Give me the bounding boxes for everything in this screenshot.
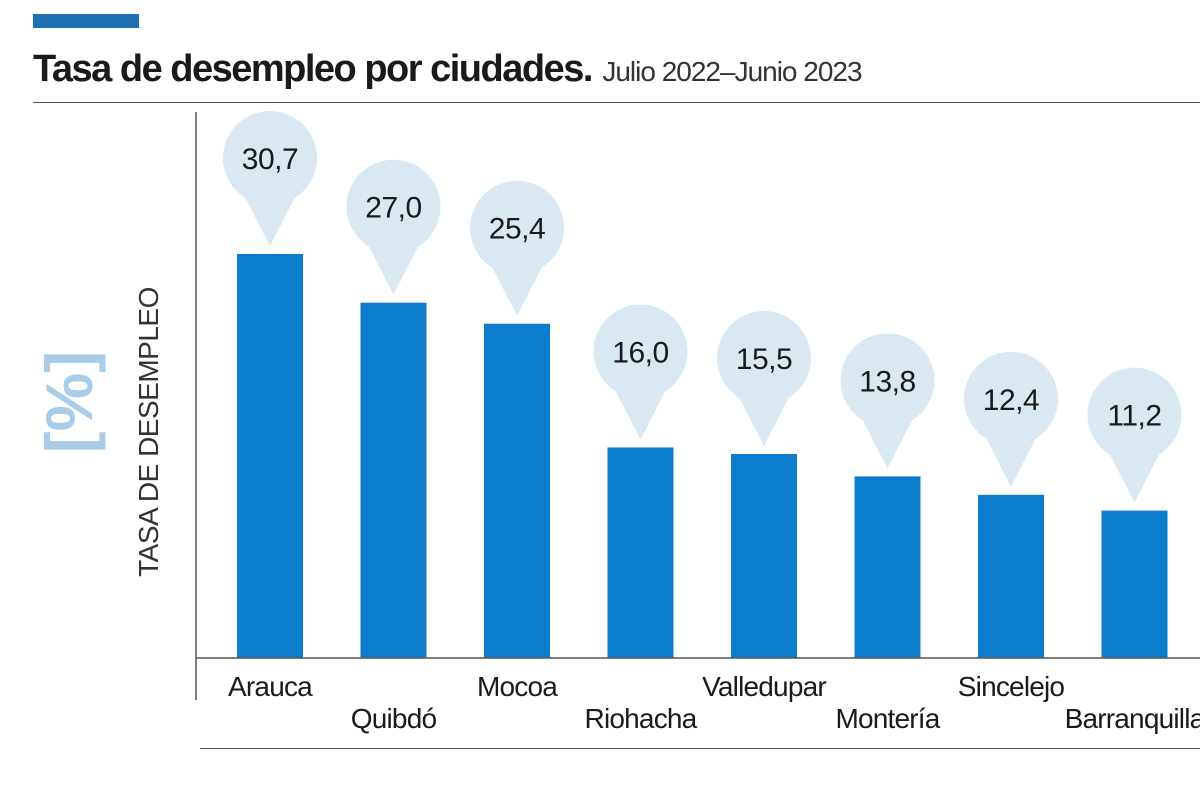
bar-1 xyxy=(360,302,427,658)
value-label-2: 25,4 xyxy=(489,213,545,246)
value-label-5: 13,8 xyxy=(859,365,915,398)
value-bubble-1 xyxy=(346,159,441,295)
title-row: Tasa de desempleo por ciudades. Julio 20… xyxy=(33,48,863,91)
value-bubble-3 xyxy=(593,304,688,440)
category-label-1: Quibdó xyxy=(351,703,437,734)
bar-5 xyxy=(854,476,921,658)
bar-7 xyxy=(1101,510,1168,658)
value-bubble-4 xyxy=(716,311,811,447)
value-bubble-2 xyxy=(469,180,564,316)
value-bubble-0 xyxy=(223,110,317,246)
category-label-2: Mocoa xyxy=(477,671,558,702)
bar-6 xyxy=(978,494,1044,658)
value-label-4: 15,5 xyxy=(736,343,792,376)
bar-4 xyxy=(731,454,797,658)
category-label-4: Valledupar xyxy=(702,671,826,702)
category-label-5: Montería xyxy=(835,703,940,734)
category-label-0: Arauca xyxy=(228,671,313,702)
y-axis-label: TASA DE DESEMPLEO xyxy=(133,287,164,577)
value-bubble-5 xyxy=(840,333,935,469)
value-label-6: 12,4 xyxy=(983,384,1039,417)
value-bubble-7 xyxy=(1087,367,1182,503)
value-label-7: 11,2 xyxy=(1107,400,1161,433)
bar-0 xyxy=(237,254,303,658)
category-label-7: Barranquilla xyxy=(1065,703,1200,734)
bar-2 xyxy=(484,323,550,658)
bars-layer: 30,7 Arauca 27,0 Quibdó 25,4 Mocoa 16,0 Riohach… xyxy=(223,110,1200,734)
category-label-6: Sincelejo xyxy=(958,671,1065,702)
value-label-0: 30,7 xyxy=(242,143,298,176)
bar-3 xyxy=(607,447,674,658)
unit-label: [%] xyxy=(32,351,106,454)
value-bubble-6 xyxy=(964,351,1058,487)
value-label-3: 16,0 xyxy=(612,336,668,369)
top-divider xyxy=(33,102,1200,103)
category-label-3: Riohacha xyxy=(585,703,698,734)
value-label-1: 27,0 xyxy=(365,192,421,225)
chart-subtitle: Julio 2022–Junio 2023 xyxy=(602,56,862,87)
bottom-divider xyxy=(200,748,1200,749)
chart-title: Tasa de desempleo por ciudades. xyxy=(33,48,593,90)
header-accent-bar xyxy=(33,14,139,28)
